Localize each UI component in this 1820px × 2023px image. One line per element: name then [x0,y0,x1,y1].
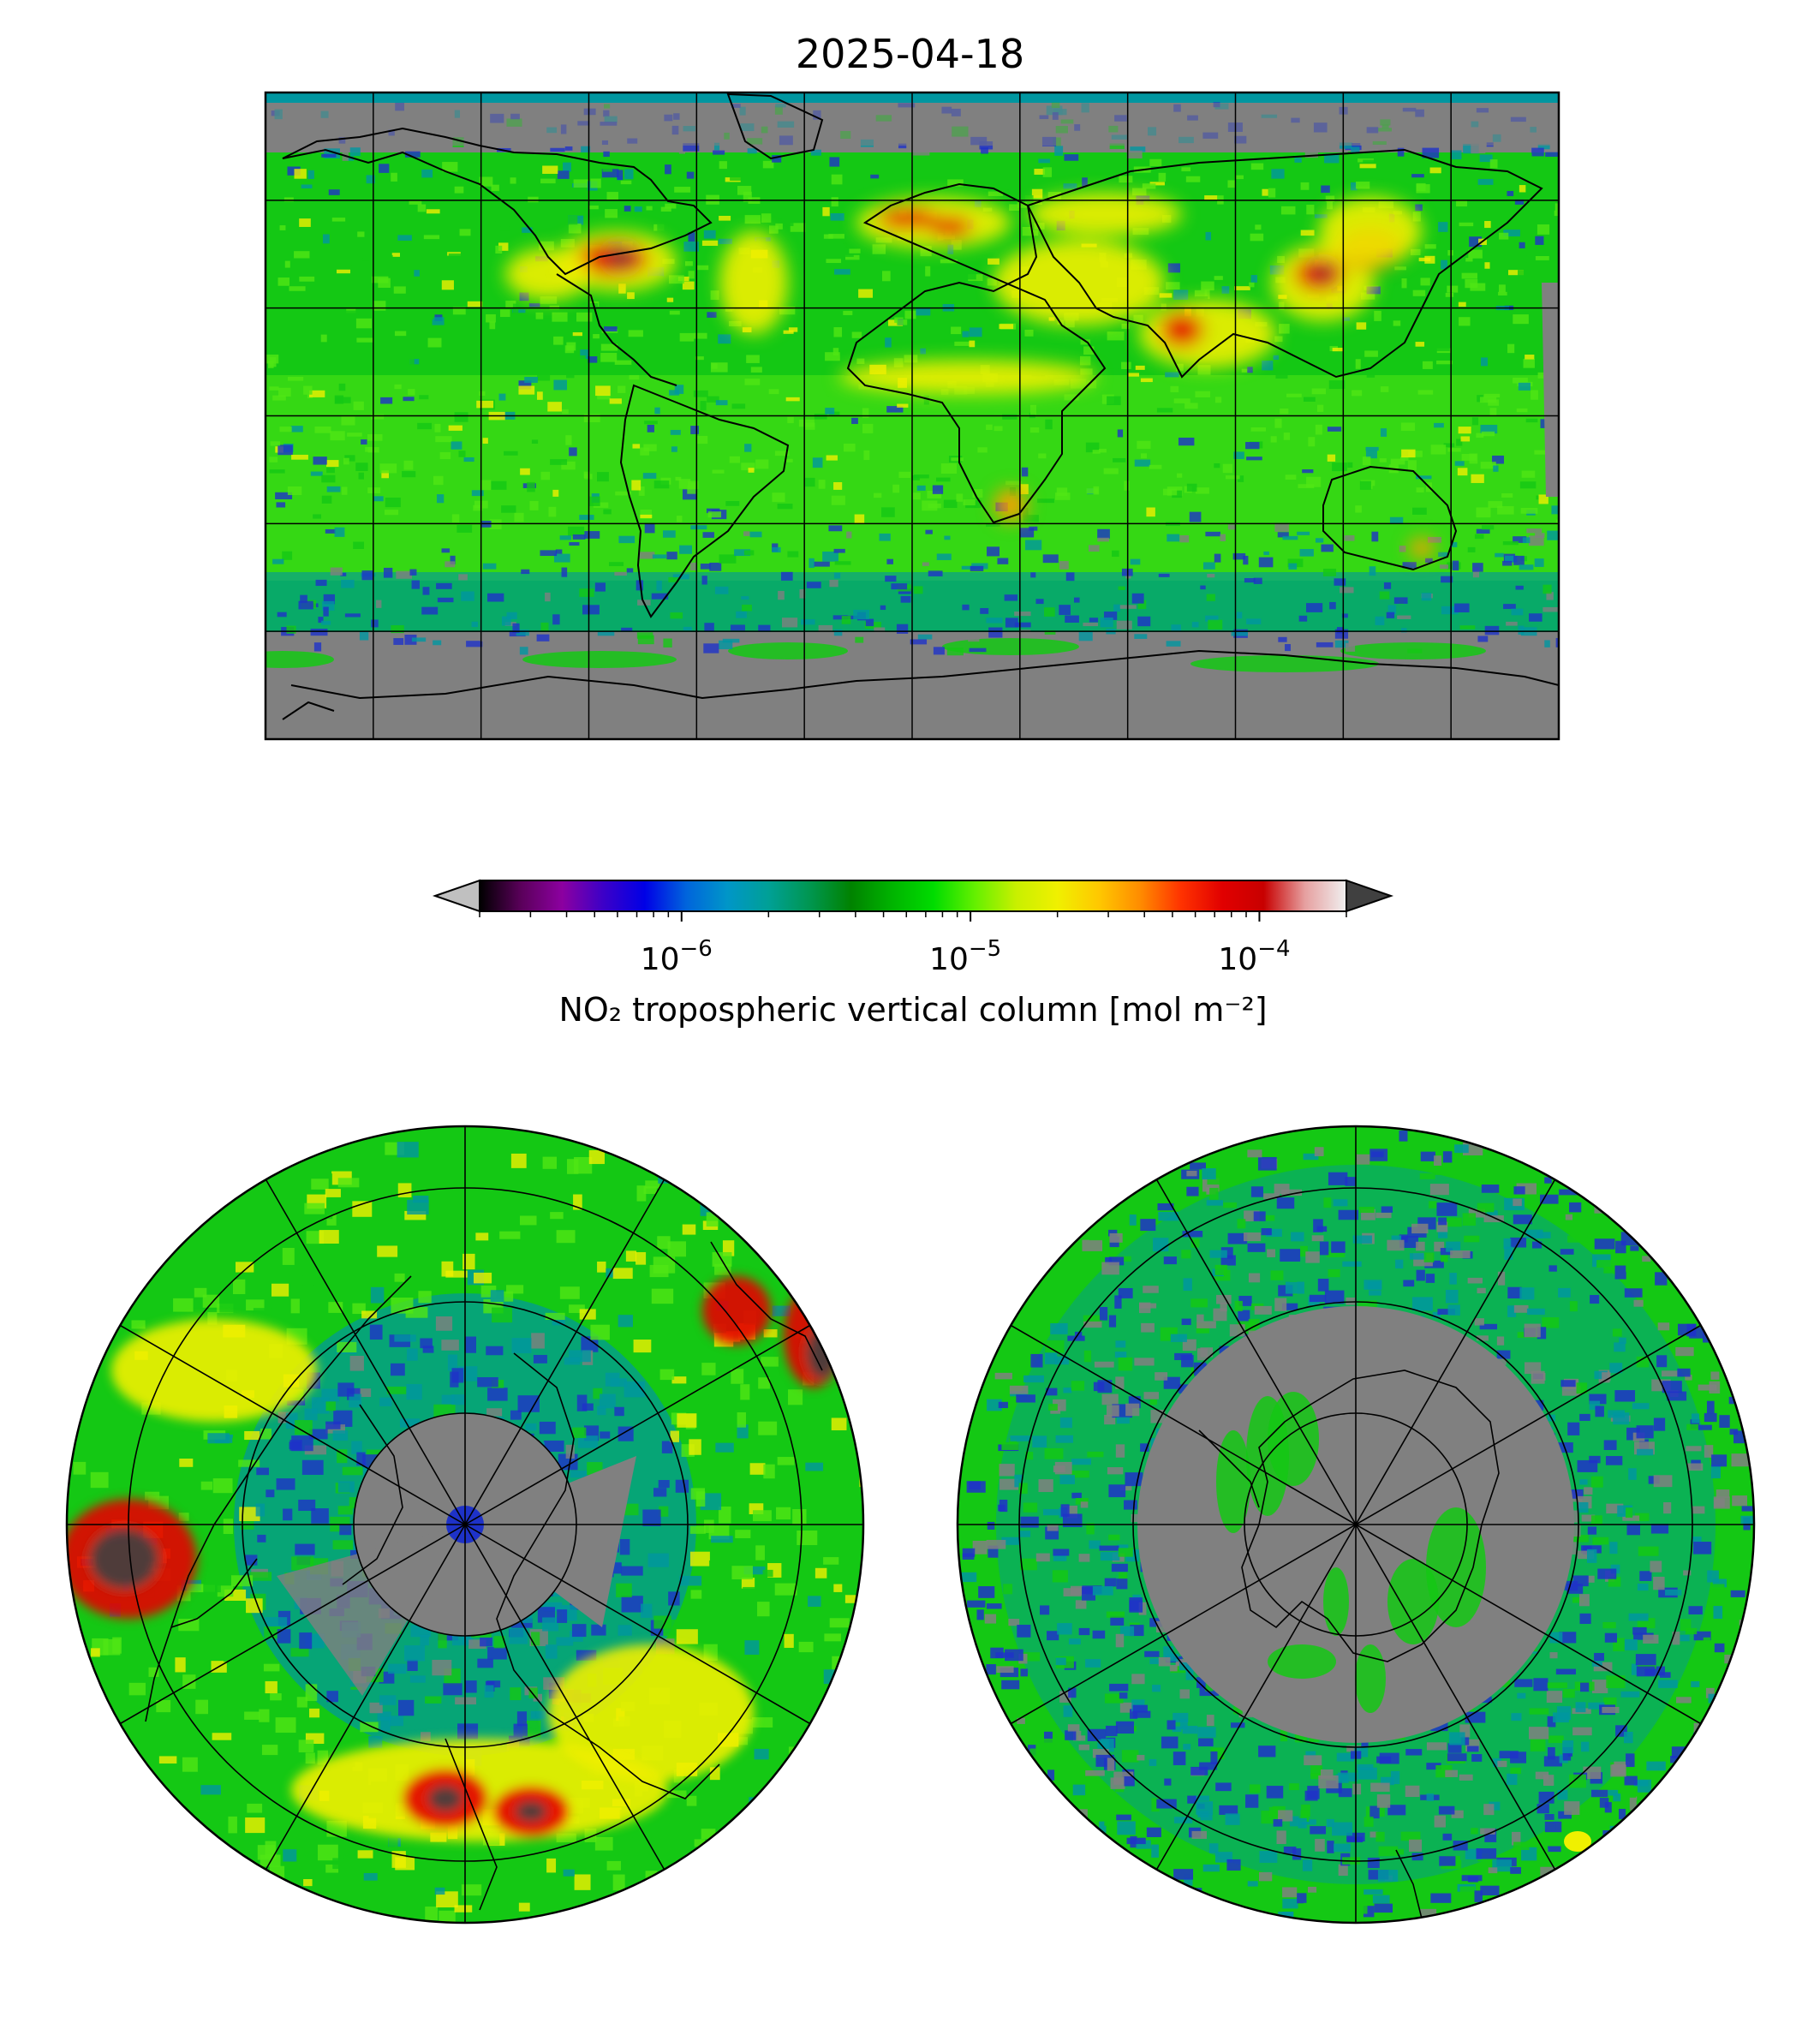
south-polar-frame [956,1125,1756,1925]
south-polar-coastlines [1198,1370,1500,1919]
global-map [264,91,1560,741]
global-gridlines [266,92,1559,739]
south-polar-gridlines [958,1126,1754,1923]
north-polar-gridlines [67,1126,863,1923]
north-polar-frame [65,1125,865,1925]
colorbar-minor-ticks [479,911,1347,917]
south-polar-map [956,1125,1756,1925]
colorbar-label: NO₂ tropospheric vertical column [mol m⁻… [558,991,1267,1029]
map-title: 2025-04-18 [795,31,1025,77]
colorbar-gradient [479,880,1347,912]
colorbar-tick-label: 10−4 [1218,936,1290,977]
global-map-frame [264,91,1560,741]
colorbar-major-ticks: 10−6 10−5 10−4 [641,911,1291,977]
colorbar-tick-label: 10−5 [929,936,1001,977]
colorbar-under-extension [432,879,480,913]
colorbar-over-extension [1346,879,1394,913]
north-polar-no2-field [67,1126,863,1923]
colorbar-tick-label: 10−6 [641,936,713,977]
north-polar-map [65,1125,865,1925]
north-polar-coastlines [145,1241,823,1911]
global-coastlines [282,92,1559,720]
colorbar: 10−6 10−5 10−4 NO₂ tropospheric vertical c… [432,879,1394,1029]
